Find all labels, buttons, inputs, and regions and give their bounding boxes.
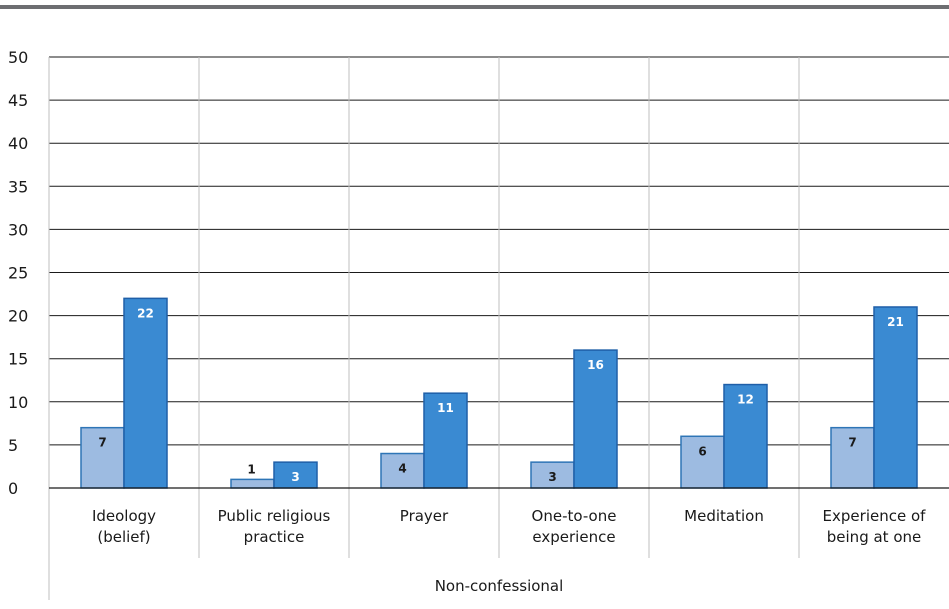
category-label: experience: [532, 528, 615, 546]
data-label: 3: [548, 470, 556, 484]
category-label: Meditation: [684, 507, 764, 525]
bar: [723, 383, 768, 489]
group-label: Non-confessional: [435, 577, 564, 595]
category-label: being at one: [827, 528, 921, 546]
data-label: 1: [247, 462, 255, 476]
data-label: 7: [848, 436, 856, 450]
category-label: Public religious: [218, 507, 331, 525]
bar: [273, 461, 318, 489]
header-bar: [0, 5, 949, 9]
bar: [573, 349, 618, 489]
y-tick-label: 30: [8, 220, 28, 239]
y-axis-ticks: 0 5 10 15 20 25 30 35 40 45 50: [8, 48, 28, 498]
category-label: Prayer: [400, 507, 449, 525]
category-label: Experience of: [823, 507, 927, 525]
data-label: 4: [398, 462, 406, 476]
y-tick-label: 15: [8, 350, 28, 369]
data-label: 7: [98, 436, 106, 450]
y-tick-label: 10: [8, 393, 28, 412]
bar: [123, 297, 168, 489]
y-tick-label: 5: [8, 436, 18, 455]
bar: [80, 426, 125, 489]
category-label: Ideology: [92, 507, 156, 525]
y-tick-label: 45: [8, 91, 28, 110]
data-label: 21: [887, 315, 904, 329]
data-label: 12: [737, 393, 754, 407]
data-label: 22: [137, 306, 154, 320]
bars: [80, 297, 918, 489]
y-tick-label: 0: [8, 479, 18, 498]
category-label: practice: [244, 528, 305, 546]
y-tick-label: 50: [8, 48, 28, 67]
category-label: One-to-one: [532, 507, 617, 525]
category-labels: Ideology (belief) Public religious practice…: [92, 507, 926, 546]
bar: [680, 435, 725, 489]
bar: [423, 392, 468, 489]
data-label: 16: [587, 358, 604, 372]
bar: [873, 306, 918, 489]
bar: [230, 478, 275, 489]
y-tick-label: 40: [8, 134, 28, 153]
y-tick-label: 35: [8, 177, 28, 196]
y-tick-label: 25: [8, 264, 28, 283]
data-label: 3: [291, 470, 299, 484]
data-label: 6: [698, 444, 706, 458]
gridlines: [49, 56, 949, 558]
axes: [48, 57, 949, 600]
y-tick-label: 20: [8, 307, 28, 326]
category-label: (belief): [97, 528, 150, 546]
data-label: 11: [437, 401, 454, 415]
